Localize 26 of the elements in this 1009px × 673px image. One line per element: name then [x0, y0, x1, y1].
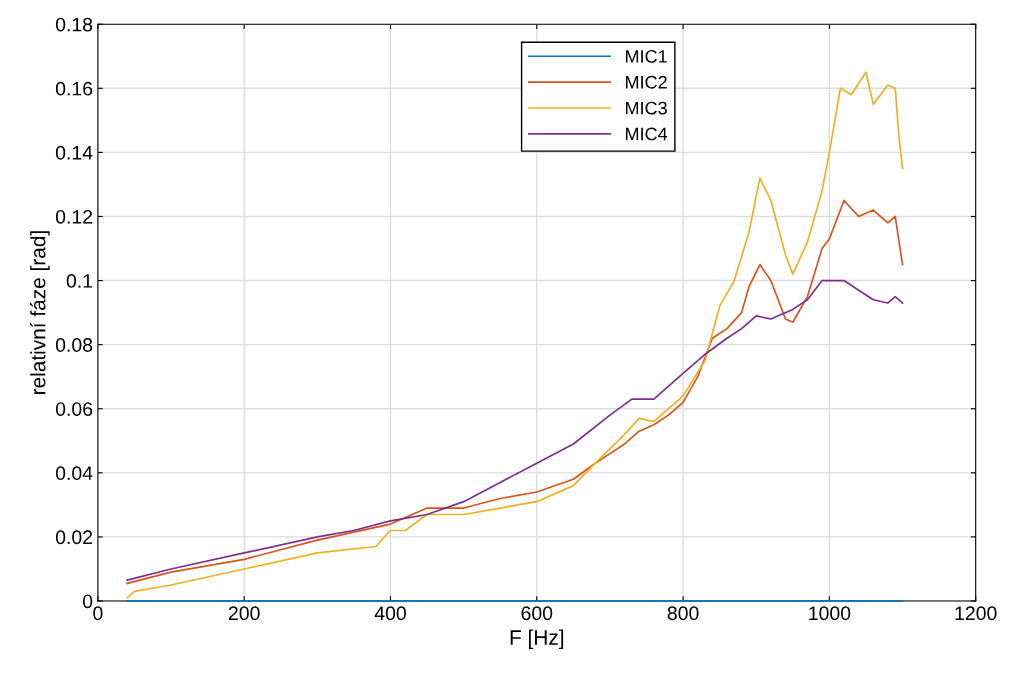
x-tick-label: 200 [228, 606, 260, 621]
x-tick-label: 400 [374, 606, 406, 621]
x-tick-label: 0 [93, 606, 103, 621]
x-axis-title: F [Hz] [510, 629, 564, 649]
y-tick-label: 0.16 [55, 81, 93, 96]
line-series [126, 71, 904, 599]
legend-label: MIC4 [626, 127, 668, 141]
x-tick-label: 800 [667, 606, 699, 621]
legend-label: MIC1 [626, 49, 667, 63]
y-tick-label: 0.1 [66, 274, 93, 288]
y-tick-label: 0.06 [55, 402, 93, 416]
y-tick-label: 0.02 [55, 530, 93, 545]
line-series [126, 199, 904, 585]
y-axis-title: relativní fáze [rad] [29, 231, 50, 395]
y-tick-label: 0.04 [55, 466, 93, 481]
legend-label: MIC3 [626, 101, 667, 115]
y-tick-label: 0 [82, 594, 93, 609]
x-tick-label: 1200 [955, 606, 997, 621]
y-tick-label: 0.14 [55, 145, 93, 160]
y-tick-label: 0.08 [55, 338, 93, 352]
line-series [126, 279, 904, 581]
x-tick-label: 1000 [809, 606, 851, 621]
legend-label: MIC2 [626, 75, 667, 89]
y-tick-label: 0.18 [55, 17, 93, 32]
y-tick-label: 0.12 [55, 209, 93, 224]
x-tick-label: 600 [521, 606, 553, 621]
